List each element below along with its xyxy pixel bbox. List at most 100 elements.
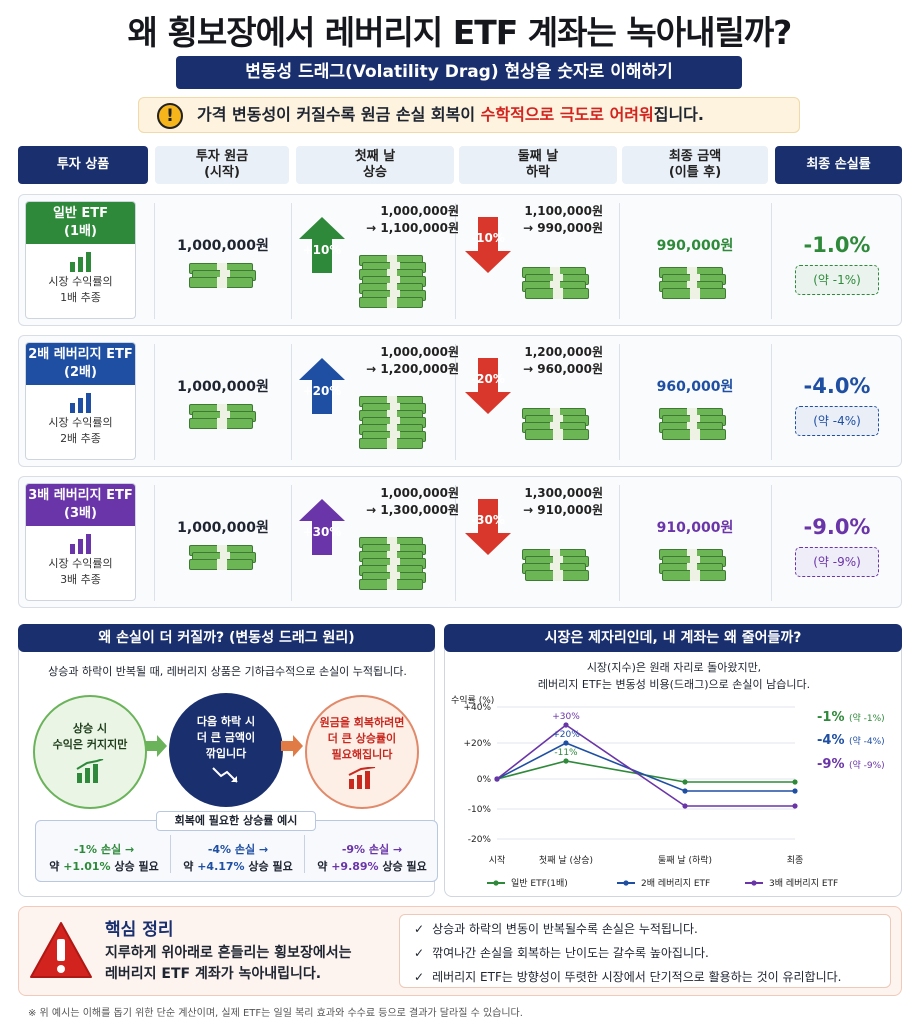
x-tick-label: 최종 bbox=[787, 855, 804, 866]
data-point bbox=[563, 758, 569, 764]
check-icon: ✓ bbox=[414, 922, 425, 936]
peak-label: -11% bbox=[554, 748, 578, 758]
y-tick-label: -10% bbox=[468, 805, 492, 815]
money-stack-icon bbox=[522, 267, 592, 303]
market-description: 시장(지수)은 원래 자리로 돌아왔지만, 레버리지 ETF는 변동성 비용(드래… bbox=[537, 661, 811, 691]
summary-title: 핵심 정리 bbox=[105, 920, 174, 940]
legend-marker bbox=[493, 880, 499, 886]
money-stack-icon bbox=[522, 549, 592, 585]
check-item: ✓ 깎여나간 손실을 회복하는 난이도는 갈수록 높아집니다. bbox=[414, 946, 709, 960]
end-label-note: (약 -1%) bbox=[849, 712, 885, 724]
day1-change: 1,000,000원 → 1,100,000원 bbox=[366, 204, 459, 235]
recovery-examples: 회복에 필요한 상승률 예시 -1% 손실 → 약 +1.01% 상승 필요 -4%… bbox=[35, 811, 438, 882]
arrow-right-icon bbox=[281, 735, 303, 757]
money-stack-icon bbox=[189, 263, 259, 292]
product-row: 일반 ETF (1배) 시장 수익률의 1배 추종 1,000,000원 +10% 1,00… bbox=[18, 194, 902, 326]
data-point bbox=[792, 803, 798, 809]
market-panel: 시장은 제자리인데, 내 계좌는 왜 줄어들까? 시장(지수)은 원래 자리로 … bbox=[444, 624, 902, 897]
down-arrow-icon: -20% bbox=[465, 358, 511, 414]
chart-up-icon bbox=[76, 759, 104, 783]
returns-line-chart: 수익률 (%)+40% +20% 0% -10% -20% 시작 첫째 날 (상승) 둘째 날… bbox=[451, 694, 885, 889]
money-stack-icon bbox=[189, 545, 259, 574]
money-stack-icon bbox=[189, 404, 259, 433]
product-row: 2배 레버리지 ETF (2배) 시장 수익률의 2배 추종 1,000,000원 +20… bbox=[18, 335, 902, 467]
check-item: ✓ 레버리지 ETF는 방향성이 뚜렷한 시장에서 단기적으로 활용하는 것이 유… bbox=[414, 970, 842, 984]
check-icon: ✓ bbox=[414, 970, 425, 984]
day1-change: 1,000,000원 → 1,200,000원 bbox=[366, 345, 459, 376]
money-stack-icon bbox=[659, 267, 729, 303]
y-tick-label: 0% bbox=[477, 775, 492, 785]
money-stack-icon bbox=[522, 408, 592, 444]
exclamation-icon: ! bbox=[157, 103, 183, 129]
principal-amount: 1,000,000원 bbox=[177, 379, 269, 395]
end-label: -9% bbox=[817, 757, 844, 772]
market-title: 시장은 제자리인데, 내 계좌는 왜 줄어들까? bbox=[444, 624, 902, 652]
money-stack-icon bbox=[659, 408, 729, 444]
header-product: 투자 상품 bbox=[18, 146, 148, 184]
down-arrow-icon: -30% bbox=[465, 499, 511, 555]
data-point bbox=[563, 722, 569, 728]
up-arrow-icon: +20% bbox=[299, 358, 345, 414]
end-label: -4% bbox=[817, 733, 844, 748]
money-stack-icon bbox=[359, 537, 429, 594]
header-principal: 투자 원금 (시작) bbox=[155, 146, 289, 184]
data-point bbox=[682, 803, 688, 809]
warning-banner: ! 가격 변동성이 커질수록 원금 손실 회복이 수학적으로 극도로 어려워집니다… bbox=[138, 97, 800, 133]
product-row: 3배 레버리지 ETF (3배) 시장 수익률의 3배 추종 1,000,000원 +30… bbox=[18, 476, 902, 608]
why-panel: 왜 손실이 더 커질까? (변동성 드래그 원리) 상승과 하락이 반복될 때,… bbox=[18, 624, 438, 897]
y-axis-label: 수익률 (%) bbox=[451, 694, 494, 706]
y-tick-label: -20% bbox=[468, 835, 492, 845]
up-arrow-icon: +30% bbox=[299, 499, 345, 555]
money-stack-icon bbox=[359, 255, 429, 312]
final-amount: 960,000원 bbox=[656, 379, 734, 395]
end-label-note: (약 -4%) bbox=[849, 735, 885, 747]
loss-rate: -9.0% bbox=[803, 515, 871, 539]
loss-note: (약 -4%) bbox=[795, 406, 879, 436]
loss-note: (약 -9%) bbox=[795, 547, 879, 577]
header-loss: 최종 손실률 bbox=[775, 146, 902, 184]
product-name: 일반 ETF bbox=[52, 206, 109, 221]
series-line bbox=[496, 724, 795, 807]
principal-amount: 1,000,000원 bbox=[177, 520, 269, 536]
data-point bbox=[494, 776, 500, 782]
data-point bbox=[682, 779, 688, 785]
loss-note: (약 -1%) bbox=[795, 265, 879, 295]
series-line bbox=[496, 760, 795, 783]
loss-rate: -4.0% bbox=[803, 374, 871, 398]
down-arrow-icon: -10% bbox=[465, 217, 511, 273]
circle-rise: 상승 시 수익은 커지지만 bbox=[33, 695, 147, 809]
money-stack-icon bbox=[659, 549, 729, 585]
x-tick-label: 둘째 날 (하락) bbox=[658, 854, 712, 866]
why-description: 상승과 하락이 반복될 때, 레버리지 상품은 기하급수적으로 손실이 누적됩니… bbox=[48, 665, 407, 678]
day2-change: 1,300,000원 → 910,000원 bbox=[523, 486, 603, 517]
header-day2: 둘째 날 하락 bbox=[459, 146, 617, 184]
bar-chart-icon bbox=[69, 393, 91, 413]
recovery-title: 회복에 필요한 상승률 예시 bbox=[156, 811, 316, 831]
product-card: 2배 레버리지 ETF (2배) 시장 수익률의 2배 추종 bbox=[25, 342, 136, 460]
day2-change: 1,100,000원 → 990,000원 bbox=[523, 204, 603, 235]
x-tick-label: 시작 bbox=[489, 855, 506, 866]
legend-label: 일반 ETF(1배) bbox=[511, 878, 568, 889]
product-name: 3배 레버리지 ETF bbox=[28, 488, 133, 503]
summary-text: 지루하게 위아래로 흔들리는 횡보장에서는 레버리지 ETF 계좌가 녹아내립니다… bbox=[105, 945, 352, 982]
up-arrow-icon: +10% bbox=[299, 217, 345, 273]
legend-marker bbox=[751, 880, 757, 886]
header-final: 최종 금액 (이틀 후) bbox=[622, 146, 768, 184]
header-day1: 첫째 날 상승 bbox=[296, 146, 454, 184]
x-tick-label: 첫째 날 (상승) bbox=[539, 855, 593, 866]
peak-label: +20% bbox=[552, 730, 580, 740]
product-description: 시장 수익률의 3배 추종 bbox=[48, 557, 113, 586]
bar-chart-icon bbox=[69, 534, 91, 554]
bar-chart-icon bbox=[69, 252, 91, 272]
check-item: ✓ 상승과 하락의 변동이 반복될수록 손실은 누적됩니다. bbox=[414, 922, 698, 936]
series-line bbox=[496, 742, 795, 792]
data-point bbox=[563, 740, 569, 746]
arrow-right-icon bbox=[145, 735, 167, 757]
data-point bbox=[682, 788, 688, 794]
page-title: 왜 횡보장에서 레버리지 ETF 계좌는 녹아내릴까? bbox=[127, 13, 793, 52]
loss-rate: -1.0% bbox=[803, 233, 871, 257]
product-description: 시장 수익률의 2배 추종 bbox=[48, 416, 113, 445]
page-subtitle: 변동성 드래그(Volatility Drag) 현상을 숫자로 이해하기 bbox=[176, 56, 742, 89]
principal-amount: 1,000,000원 bbox=[177, 238, 269, 254]
